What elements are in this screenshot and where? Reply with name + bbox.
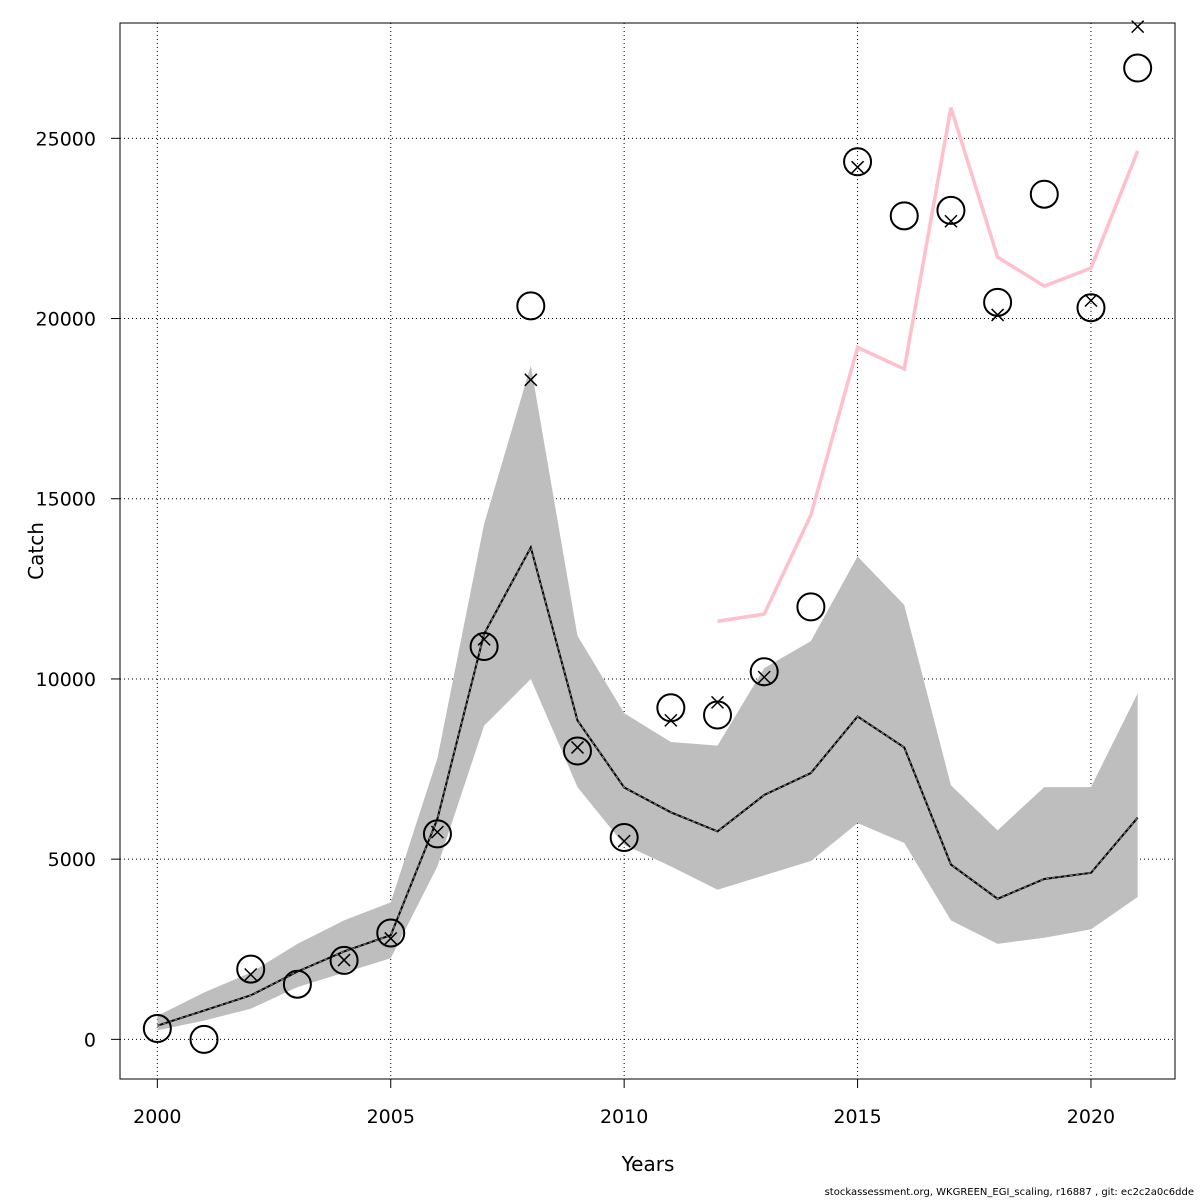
y-axis-title: Catch bbox=[24, 522, 48, 580]
x-tick-label: 2010 bbox=[600, 1106, 648, 1128]
x-tick-label: 2000 bbox=[133, 1106, 181, 1128]
cross-marker bbox=[430, 825, 444, 839]
y-tick-label: 15000 bbox=[36, 489, 96, 511]
cross-marker bbox=[617, 834, 631, 848]
circle-marker bbox=[749, 657, 779, 687]
x-tick-label: 2015 bbox=[833, 1106, 881, 1128]
pink-series bbox=[717, 107, 1140, 624]
circle-marker bbox=[189, 1024, 219, 1054]
footer-note: stockassessment.org, WKGREEN_EGI_scaling… bbox=[824, 1187, 1194, 1198]
y-tick-label: 10000 bbox=[36, 669, 96, 691]
y-tick-label: 5000 bbox=[48, 849, 96, 871]
circle-marker bbox=[703, 700, 733, 730]
confidence-band-area bbox=[157, 365, 1138, 1031]
x-axis: 2000 2005 2010 2015 2020 bbox=[133, 1078, 1115, 1128]
estimate-line bbox=[157, 544, 1139, 1027]
circle-marker bbox=[1029, 179, 1059, 209]
cross-marker bbox=[384, 931, 398, 945]
circle-marker bbox=[796, 592, 826, 622]
cross-marker bbox=[337, 953, 351, 967]
x-tick-label: 2020 bbox=[1067, 1106, 1115, 1128]
y-tick-label: 0 bbox=[84, 1029, 96, 1051]
circle-marker bbox=[562, 736, 592, 766]
circle-marker bbox=[656, 693, 686, 723]
observation-circles bbox=[142, 53, 1153, 1054]
y-tick-label: 25000 bbox=[36, 128, 96, 150]
circle-marker bbox=[282, 969, 312, 999]
pink-series-line bbox=[717, 107, 1140, 624]
y-axis: 0 5000 10000 15000 20000 25000 bbox=[36, 128, 121, 1051]
circle-marker bbox=[1123, 53, 1153, 83]
circle-marker bbox=[329, 945, 359, 975]
cross-marker bbox=[757, 670, 771, 684]
circle-marker bbox=[516, 291, 546, 321]
cross-marker bbox=[244, 967, 258, 982]
cross-marker bbox=[477, 632, 491, 646]
x-tick-label: 2005 bbox=[367, 1106, 415, 1128]
cross-marker bbox=[944, 214, 958, 228]
circle-marker bbox=[376, 918, 406, 948]
circle-marker bbox=[936, 195, 966, 225]
cross-marker bbox=[851, 160, 865, 174]
circle-marker bbox=[1076, 293, 1106, 323]
circle-marker bbox=[609, 823, 639, 853]
circle-marker bbox=[236, 954, 266, 984]
cross-marker bbox=[524, 373, 538, 387]
cross-marker bbox=[1084, 293, 1098, 308]
circle-marker bbox=[469, 632, 499, 662]
circle-marker bbox=[142, 1014, 172, 1044]
circle-marker bbox=[422, 819, 452, 849]
cross-marker bbox=[1131, 20, 1145, 34]
circle-marker bbox=[843, 147, 873, 177]
x-axis-title: Years bbox=[621, 1152, 675, 1176]
confidence-band bbox=[157, 365, 1138, 1031]
observation-crosses bbox=[244, 20, 1145, 982]
y-tick-label: 20000 bbox=[36, 309, 96, 331]
cross-marker bbox=[570, 740, 585, 754]
circle-marker bbox=[983, 287, 1013, 317]
circle-marker bbox=[889, 201, 919, 231]
estimate-line-dashed bbox=[157, 546, 1139, 1027]
